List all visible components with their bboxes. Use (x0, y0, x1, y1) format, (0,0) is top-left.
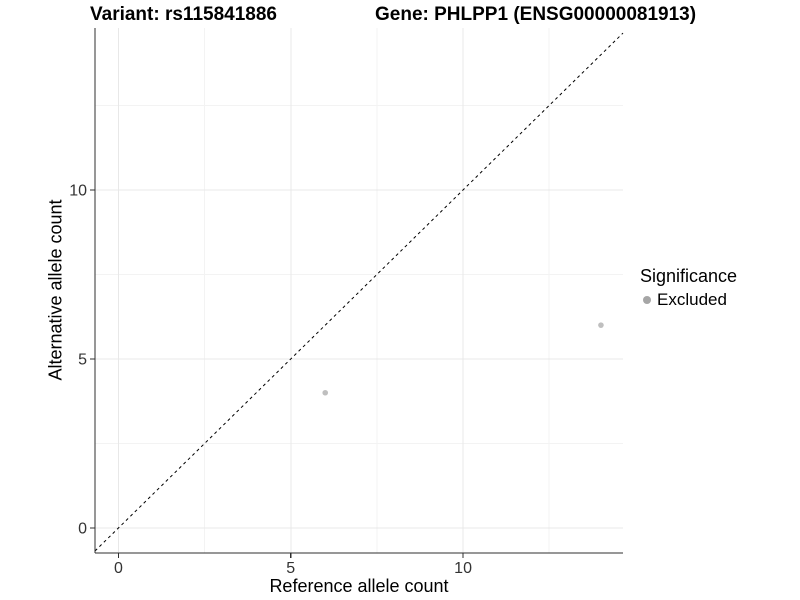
x-tick-label: 5 (286, 560, 295, 577)
y-tick-label: 10 (69, 182, 87, 199)
x-tick-label: 10 (454, 560, 472, 577)
plot-title-variant: Variant: rs115841886 (90, 4, 277, 25)
y-tick-label: 0 (78, 520, 87, 537)
plot-title-gene: Gene: PHLPP1 (ENSG00000081913) (375, 4, 697, 25)
legend: Significance Excluded (640, 266, 737, 310)
x-tick-label: 0 (114, 560, 123, 577)
y-axis-title: Alternative allele count (45, 199, 66, 381)
data-point (322, 389, 329, 396)
identity-line (94, 32, 624, 552)
legend-item-excluded: Excluded (640, 290, 737, 310)
legend-item-label: Excluded (657, 290, 727, 309)
legend-title: Significance (640, 266, 738, 286)
y-tick-label: 5 (78, 351, 87, 368)
x-axis-title: Reference allele count (269, 576, 449, 596)
legend-key-dot-icon (643, 296, 651, 304)
data-point (598, 322, 604, 328)
